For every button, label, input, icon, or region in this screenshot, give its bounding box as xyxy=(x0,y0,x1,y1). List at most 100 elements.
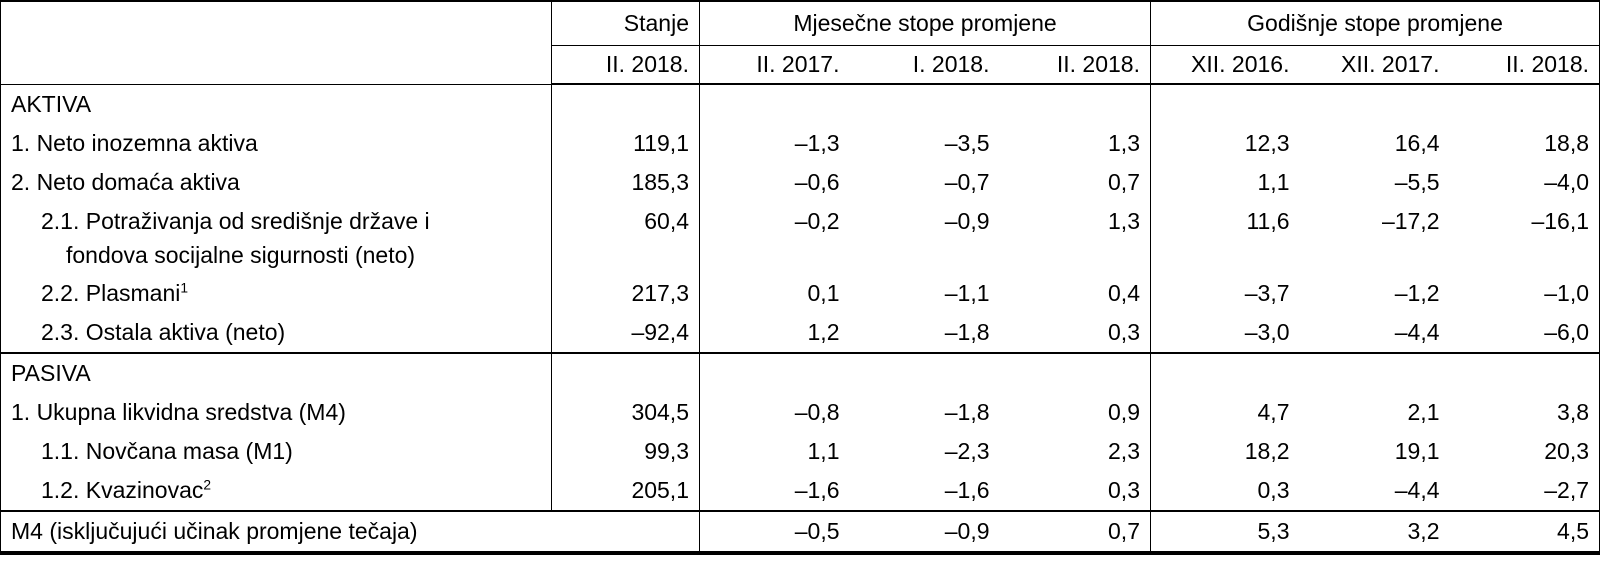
cell-yearly-2: 3,2 xyxy=(1407,517,1440,544)
cell-yearly-2 xyxy=(1300,84,1450,124)
cell-monthly-1: 0,1 xyxy=(699,273,850,313)
cell-yearly-3: –16,1 xyxy=(1531,207,1590,234)
cell-yearly-1: 12,3 xyxy=(1150,123,1300,163)
cell-yearly-2: –17,2 xyxy=(1381,207,1440,234)
cell-stanje: 119,1 xyxy=(551,123,700,163)
row-label: M4 (isključujući učinak promjene tečaja) xyxy=(1,511,700,553)
cell-stanje: 217,3 xyxy=(551,273,700,313)
cell-stanje: 304,5 xyxy=(551,392,700,432)
footnote-marker: 2 xyxy=(203,476,212,492)
row-label-line1: 2. Neto domaća aktiva xyxy=(11,168,240,195)
cell-yearly-2: 2,1 xyxy=(1407,398,1440,425)
footnote-marker: 1 xyxy=(180,279,189,295)
cell-monthly-1: 1,1 xyxy=(699,431,850,471)
cell-yearly-2: 19,1 xyxy=(1394,437,1440,464)
cell-yearly-3: 20,3 xyxy=(1544,437,1590,464)
cell-monthly-3: 1,3 xyxy=(1108,129,1140,156)
cell-monthly-2: –3,5 xyxy=(944,129,990,156)
cell-monthly-2: –2,3 xyxy=(944,437,990,464)
row-label-line1: 1.1. Novčana masa (M1) xyxy=(41,437,293,464)
cell-monthly-2: –0,9 xyxy=(944,207,990,234)
cell-monthly-3: 0,4 xyxy=(1108,279,1140,306)
section-header-row: PASIVA xyxy=(1,352,1600,393)
cell-yearly-3: 4,5 xyxy=(1557,517,1590,544)
row-label: PASIVA xyxy=(1,353,552,393)
row-label: 2. Neto domaća aktiva xyxy=(1,163,552,202)
cell-yearly-3: –2,7 xyxy=(1449,470,1600,512)
cell-yearly-2: –4,4 xyxy=(1299,470,1450,512)
cell-yearly-1: 18,2 xyxy=(1150,431,1300,471)
cell-yearly-2: –5,5 xyxy=(1394,168,1440,195)
cell-monthly-2 xyxy=(850,353,1000,393)
cell-yearly-1: 4,7 xyxy=(1150,392,1300,432)
cell-stanje xyxy=(551,84,700,124)
cell-monthly-3 xyxy=(1000,353,1151,393)
cell-monthly-2: –0,9 xyxy=(944,517,990,544)
table-header: Stanje Mjesečne stope promjene Godišnje … xyxy=(0,1,1600,85)
cell-monthly-3: 0,3 xyxy=(999,470,1151,512)
cell-monthly-1: –0,5 xyxy=(699,510,850,553)
row-label: 1.1. Novčana masa (M1) xyxy=(1,432,552,471)
header-period-monthly-2: I. 2018. xyxy=(849,45,1000,85)
cell-monthly-1: 1,2 xyxy=(699,312,850,354)
row-label: 2.2. Plasmani1 xyxy=(1,274,552,313)
cell-monthly-1 xyxy=(699,352,850,393)
cell-yearly-1: 11,6 xyxy=(1150,201,1300,274)
cell-monthly-2: –0,7 xyxy=(944,168,990,195)
cell-yearly-2: 16,4 xyxy=(1394,129,1440,156)
cell-stanje: –92,4 xyxy=(551,312,700,354)
cell-yearly-3: 18,8 xyxy=(1544,129,1590,156)
row-label-line1: M4 (isključujući učinak promjene tečaja) xyxy=(11,517,418,544)
cell-stanje xyxy=(551,352,700,393)
row-label-line1: AKTIVA xyxy=(11,90,92,117)
table-row: 1.2. Kvazinovac2 205,1 –1,6 –1,6 0,3 0,3 –4,4–… xyxy=(0,470,1600,512)
table-row: 2.2. Plasmani1 217,3 0,1 –1,1 0,4 –3,7 –1,2 –1,… xyxy=(1,273,1600,313)
cell-yearly-1: –3,7 xyxy=(1150,273,1300,313)
cell-monthly-2: –1,8 xyxy=(849,312,1000,354)
header-period-monthly-3: II. 2018. xyxy=(999,45,1151,85)
row-label: AKTIVA xyxy=(1,84,552,124)
row-label-line1: 2.3. Ostala aktiva (neto) xyxy=(41,318,286,345)
cell-yearly-3 xyxy=(1450,84,1600,124)
cell-monthly-1: –0,2 xyxy=(699,201,850,274)
cell-monthly-3: 1,3 xyxy=(1108,207,1140,234)
cell-monthly-3 xyxy=(1000,84,1151,124)
row-label-line1: 1.2. Kvazinovac2 xyxy=(41,476,212,503)
cell-yearly-1: 1,1 xyxy=(1150,162,1300,202)
cell-stanje: 185,3 xyxy=(551,162,700,202)
cell-yearly-3: 3,8 xyxy=(1557,398,1590,425)
cell-stanje: 60,4 xyxy=(551,201,700,274)
header-row-groups: Stanje Mjesečne stope promjene Godišnje … xyxy=(0,1,1600,85)
cell-monthly-2: –1,8 xyxy=(944,398,990,425)
cell-yearly-1 xyxy=(1150,352,1300,393)
table-body: AKTIVA 1. Neto inozemna aktiva 119,1 –1,3 –3… xyxy=(0,84,1600,553)
header-period-yearly-1: XII. 2016. xyxy=(1150,45,1300,85)
section-header-row: AKTIVA xyxy=(1,84,1600,124)
cell-yearly-3: –6,0 xyxy=(1449,312,1600,354)
cell-monthly-3: 0,3 xyxy=(999,312,1151,354)
cell-monthly-3: 2,3 xyxy=(1108,437,1140,464)
cell-monthly-1: –1,6 xyxy=(699,470,850,512)
table-row: 1. Ukupna likvidna sredstva (M4) 304,5 –0,… xyxy=(1,392,1600,432)
table-row: 2.3. Ostala aktiva (neto) –92,4 1,2 –1,8 0,3… xyxy=(0,312,1600,354)
row-label-line1: 2.2. Plasmani1 xyxy=(41,279,189,306)
cell-monthly-1: –0,8 xyxy=(699,392,850,432)
header-period-yearly-2: XII. 2017. xyxy=(1299,45,1450,85)
cell-stanje: 205,1 xyxy=(551,470,700,512)
cell-yearly-1: 0,3 xyxy=(1150,470,1300,512)
row-label: 2.1. Potraživanja od središnje države i f… xyxy=(1,202,552,274)
table-row: 1. Neto inozemna aktiva 119,1 –1,3 –3,5 1,3 1… xyxy=(1,123,1600,163)
header-period-yearly-3: II. 2018. xyxy=(1449,45,1600,85)
cell-monthly-2 xyxy=(850,84,1000,124)
row-label: 1. Neto inozemna aktiva xyxy=(1,124,552,163)
cell-monthly-1: –0,6 xyxy=(699,162,850,202)
cell-monthly-3: 0,7 xyxy=(1108,517,1140,544)
cell-yearly-2: –4,4 xyxy=(1299,312,1450,354)
row-label: 1.2. Kvazinovac2 xyxy=(0,470,552,512)
row-label-line1: PASIVA xyxy=(11,359,91,386)
row-label-line1: 1. Neto inozemna aktiva xyxy=(11,129,258,156)
cell-yearly-2 xyxy=(1300,353,1450,393)
header-monthly-group: Mjesečne stope promjene xyxy=(699,1,1151,46)
row-label-line1: 2.1. Potraživanja od središnje države i xyxy=(41,207,430,234)
